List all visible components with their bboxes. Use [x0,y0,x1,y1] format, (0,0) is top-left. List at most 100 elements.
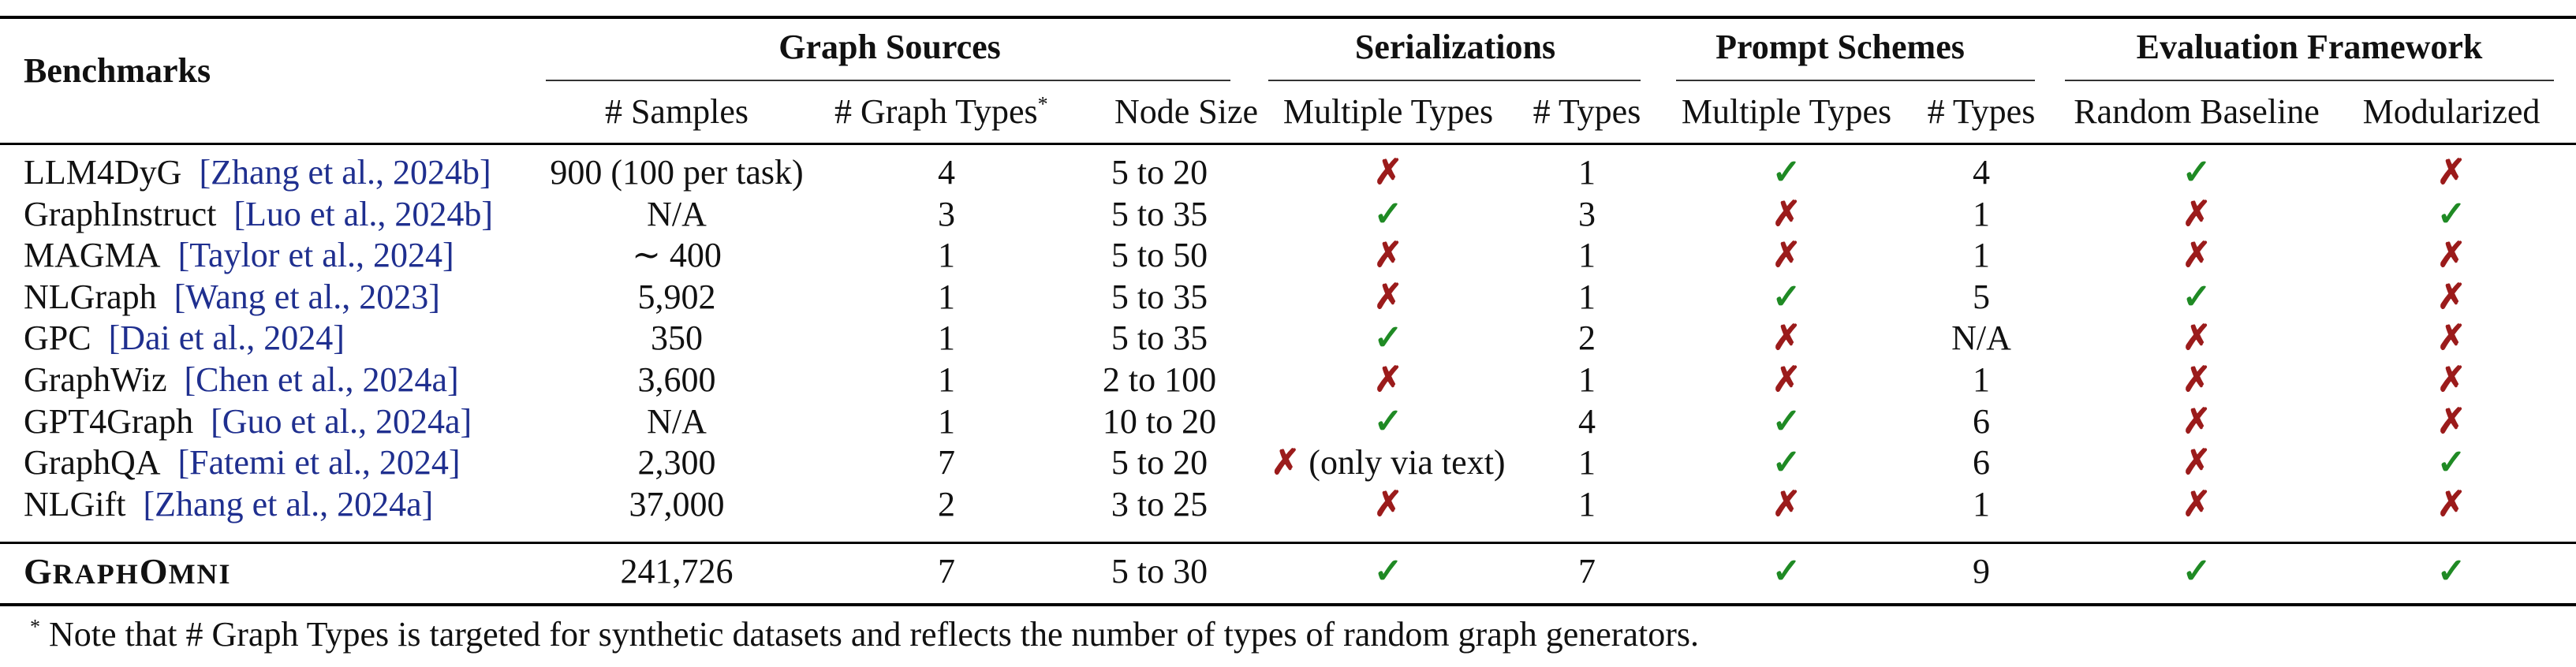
prompt-types-cell: 6 [1973,443,1990,483]
omni-prompt-types: 9 [1973,552,1990,591]
ser-multiple-cell: ✗ [1374,359,1403,401]
cross-icon: ✗ [2182,319,2212,358]
ser-types-cell: 2 [1578,319,1596,358]
cross-icon: ✗ [1373,484,1403,524]
citation-link[interactable]: [Wang et al., 2023] [174,277,440,316]
ser-types-cell: 3 [1578,194,1596,233]
node-size-cell: 5 to 20 [1111,443,1208,483]
modularized-cell: ✗ [2437,151,2466,194]
random-baseline-cell: ✗ [2182,234,2212,277]
prompt-types-col-header: # Types [1927,92,2036,131]
random-baseline-cell: ✗ [2182,483,2212,526]
prompt-types-cell: 6 [1973,401,1990,441]
footnote-mark: * [1037,92,1048,116]
citation-link[interactable]: [Taylor et al., 2024] [177,236,454,275]
omni-random-baseline: ✓ [2182,552,2212,591]
cross-icon: ✗ [1373,236,1403,275]
node-size-cell: 2 to 100 [1102,360,1217,399]
modularized-cell: ✓ [2437,193,2466,236]
check-icon: ✓ [1373,319,1403,358]
random-baseline-cell: ✗ [2182,193,2212,236]
graph-sources-header: Graph Sources [778,28,1001,66]
benchmark-name: GraphWiz [24,360,167,399]
samples-cell: N/A [647,194,707,233]
prompt-types-cell: 1 [1973,236,1990,275]
cross-icon: ✗ [1771,319,1801,358]
random-baseline-cell: ✗ [2182,442,2212,484]
omni-samples: 241,726 [620,552,734,591]
ser-types-cell: 1 [1578,360,1596,399]
node-size-cell: 5 to 50 [1111,236,1208,275]
ser-types-cell: 1 [1578,153,1596,192]
citation-link[interactable]: [Luo et al., 2024b] [233,194,494,233]
prompt-types-cell: 1 [1973,360,1990,399]
ser-multiple-cell: ✗ [1374,276,1403,319]
node-size-cell: 5 to 35 [1111,194,1208,233]
ser-multiple-cell: ✗ [1374,234,1403,277]
prompt-multiple-cell: ✓ [1772,442,1801,484]
prompt-multiple-cell: ✓ [1772,276,1801,319]
omni-graph-types: 7 [938,552,955,591]
benchmark-name-cell: LLM4DyG [Zhang et al., 2024b] [24,151,491,194]
cross-icon: ✗ [2436,153,2466,192]
check-icon: ✓ [1373,194,1403,233]
cross-icon: ✗ [1771,360,1801,399]
ser-types-cell: 1 [1578,236,1596,275]
citation-link[interactable]: [Dai et al., 2024] [108,319,345,358]
benchmark-name: NLGift [24,484,126,524]
graph-sources-cmidrule [546,80,1230,81]
modularized-cell: ✗ [2437,317,2466,360]
node-size-cell: 5 to 35 [1111,319,1208,358]
omni-rule [0,542,2576,544]
random-baseline-cell: ✓ [2182,276,2212,319]
random-baseline-cell: ✗ [2182,359,2212,401]
evaluation-cmidrule [2065,80,2554,81]
cross-icon: ✗ [2436,319,2466,358]
header-rule [0,143,2576,145]
cross-icon: ✗ [2436,401,2466,441]
samples-cell: N/A [647,401,707,441]
footnote: * Note that # Graph Types is targeted fo… [30,613,1699,656]
cross-icon: ✗ [1271,443,1301,483]
omni-node-size: 5 to 30 [1111,552,1208,591]
cross-icon: ✗ [2182,236,2212,275]
ser-multiple-cell: ✗ [1374,151,1403,194]
benchmark-name-cell: GraphInstruct [Luo et al., 2024b] [24,193,493,236]
prompt-types-cell: 4 [1973,153,1990,192]
prompt-types-cell: 5 [1973,277,1990,316]
citation-link[interactable]: [Zhang et al., 2024b] [199,153,491,192]
citation-link[interactable]: [Chen et al., 2024a] [184,360,459,399]
samples-cell: 5,902 [637,277,716,316]
citation-link[interactable]: [Guo et al., 2024a] [211,401,472,441]
citation-link[interactable]: [Zhang et al., 2024a] [143,484,434,524]
ser-types-cell: 1 [1578,443,1596,483]
bottom-rule [0,603,2576,606]
ser-multiple-cell: ✗ (only via text) [1271,442,1505,484]
samples-cell: 900 (100 per task) [550,153,804,192]
samples-col-header: # Samples [604,92,749,131]
node-size-cell: 5 to 35 [1111,277,1208,316]
benchmark-name: GraphInstruct [24,194,217,233]
random-baseline-col-header: Random Baseline [2074,92,2320,131]
check-icon: ✓ [2436,443,2466,483]
benchmark-name-cell: GraphWiz [Chen et al., 2024a] [24,359,459,401]
ser-multiple-cell: ✓ [1374,401,1403,443]
check-icon: ✓ [1771,153,1801,192]
node-size-col-header: Node Size [1114,92,1259,131]
prompt-multiple-cell: ✗ [1772,317,1801,360]
random-baseline-cell: ✓ [2182,151,2212,194]
check-icon: ✓ [1771,401,1801,441]
serializations-cmidrule [1268,80,1641,81]
graph-types-cell: 3 [938,194,955,233]
omni-ser-types: 7 [1578,552,1596,591]
modularized-cell: ✗ [2437,276,2466,319]
footnote-text: Note that # Graph Types is targeted for … [40,615,1699,654]
serializations-header: Serializations [1354,28,1556,66]
ser-multiple-col-header: Multiple Types [1282,92,1494,131]
citation-link[interactable]: [Fatemi et al., 2024] [177,443,461,483]
prompt-multiple-cell: ✓ [1772,401,1801,443]
modularized-cell: ✗ [2437,359,2466,401]
modularized-col-header: Modularized [2362,92,2541,131]
prompt-types-cell: 1 [1973,194,1990,233]
